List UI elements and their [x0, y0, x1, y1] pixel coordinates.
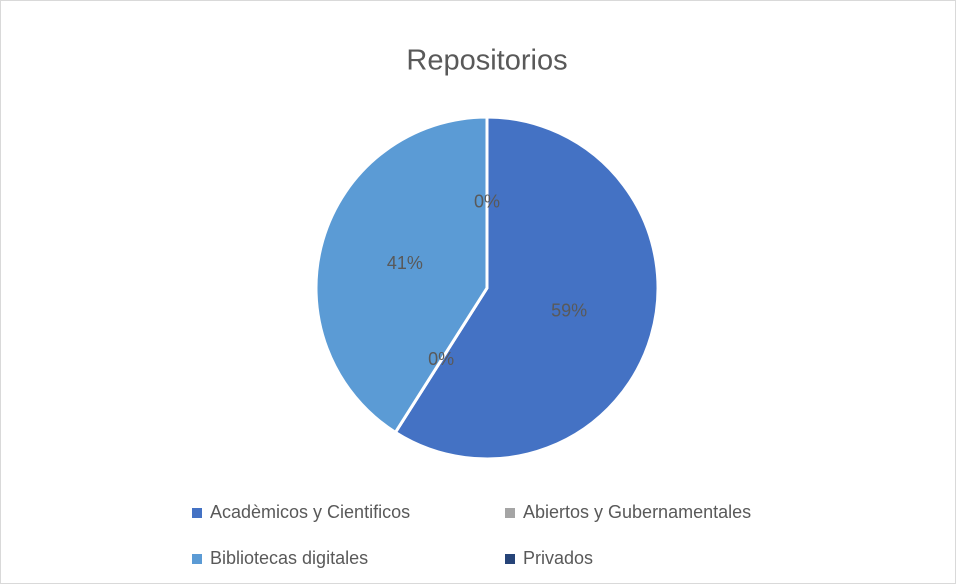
legend-label: Acadèmicos y Cientificos — [210, 502, 410, 522]
pie-slice — [314, 115, 489, 435]
legend-swatch — [505, 508, 515, 518]
data-label: 0% — [474, 191, 500, 211]
legend-swatch — [192, 554, 202, 564]
data-label: 0% — [428, 349, 454, 369]
legend-label: Bibliotecas digitales — [210, 548, 368, 568]
legend-swatch — [192, 508, 202, 518]
data-label: 59% — [551, 301, 587, 321]
data-label: 41% — [387, 253, 423, 273]
legend-label: Abiertos y Gubernamentales — [523, 502, 751, 522]
legend-swatch — [505, 554, 515, 564]
pie-slice — [393, 115, 660, 461]
chart-title: Repositorios — [406, 45, 567, 77]
legend-label: Privados — [523, 548, 593, 568]
